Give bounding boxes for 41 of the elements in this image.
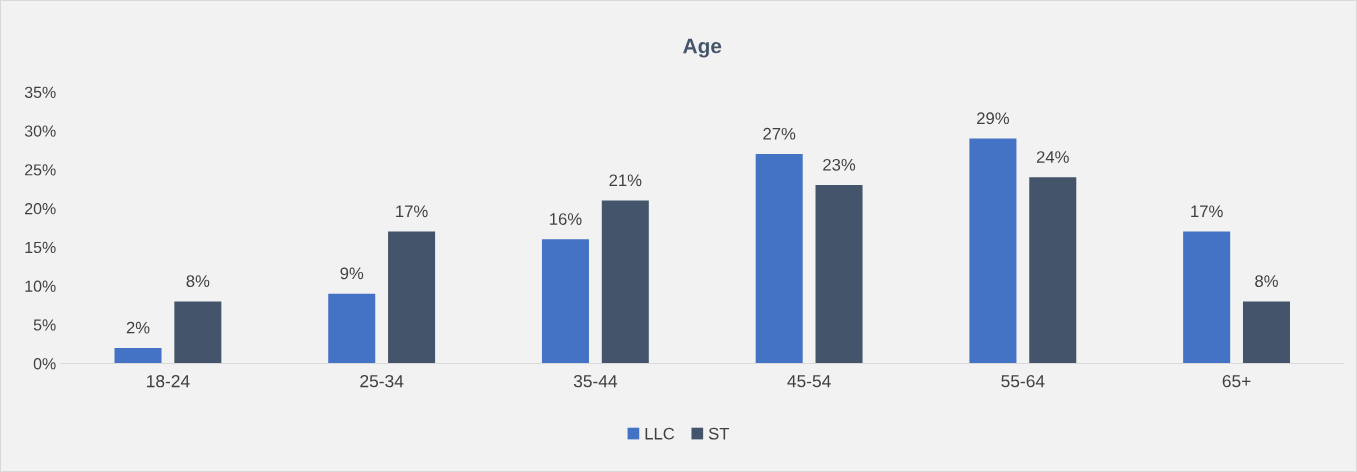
bar [174, 301, 222, 364]
y-tick-label: 15% [25, 241, 56, 254]
data-label: 21% [609, 174, 642, 187]
y-tick-label: 10% [25, 280, 56, 292]
x-tick-label: 65+ [1222, 375, 1251, 388]
x-tick-label: 45-54 [787, 375, 831, 388]
legend-label: ST [708, 427, 730, 440]
bar [1242, 301, 1290, 364]
bar [815, 185, 863, 364]
data-label: 17% [1191, 205, 1223, 218]
x-tick-label: 18-24 [147, 375, 190, 388]
data-label: 29% [977, 112, 1009, 125]
data-label: 16% [550, 213, 582, 225]
y-tick-label: 20% [25, 202, 56, 215]
bar [601, 200, 649, 364]
x-tick-label: 35-44 [573, 375, 618, 388]
data-label: 17% [396, 205, 428, 218]
data-label: 23% [823, 158, 856, 171]
legend-label: LLC [645, 427, 675, 440]
bar [755, 154, 803, 364]
y-tick-label: 30% [24, 125, 56, 137]
data-label: 2% [126, 321, 150, 334]
data-label: 8% [1255, 275, 1278, 287]
y-tick-label: 0% [33, 358, 56, 370]
bar [1029, 177, 1077, 364]
data-label: 24% [1036, 151, 1069, 163]
bar [969, 138, 1017, 364]
bar [1183, 231, 1231, 364]
x-tick-label: 55-64 [1001, 375, 1045, 388]
data-label: 27% [763, 127, 796, 140]
bar [114, 347, 162, 364]
y-tick-label: 25% [25, 164, 56, 176]
chart-title: Age [683, 38, 722, 58]
y-tick-label: 35% [24, 86, 56, 98]
bar [328, 293, 376, 364]
x-tick-label: 25-34 [360, 375, 404, 388]
data-label: 8% [186, 275, 210, 287]
bar [541, 239, 589, 364]
bar [388, 231, 436, 364]
y-tick-label: 5% [33, 319, 56, 331]
data-label: 9% [340, 267, 364, 280]
